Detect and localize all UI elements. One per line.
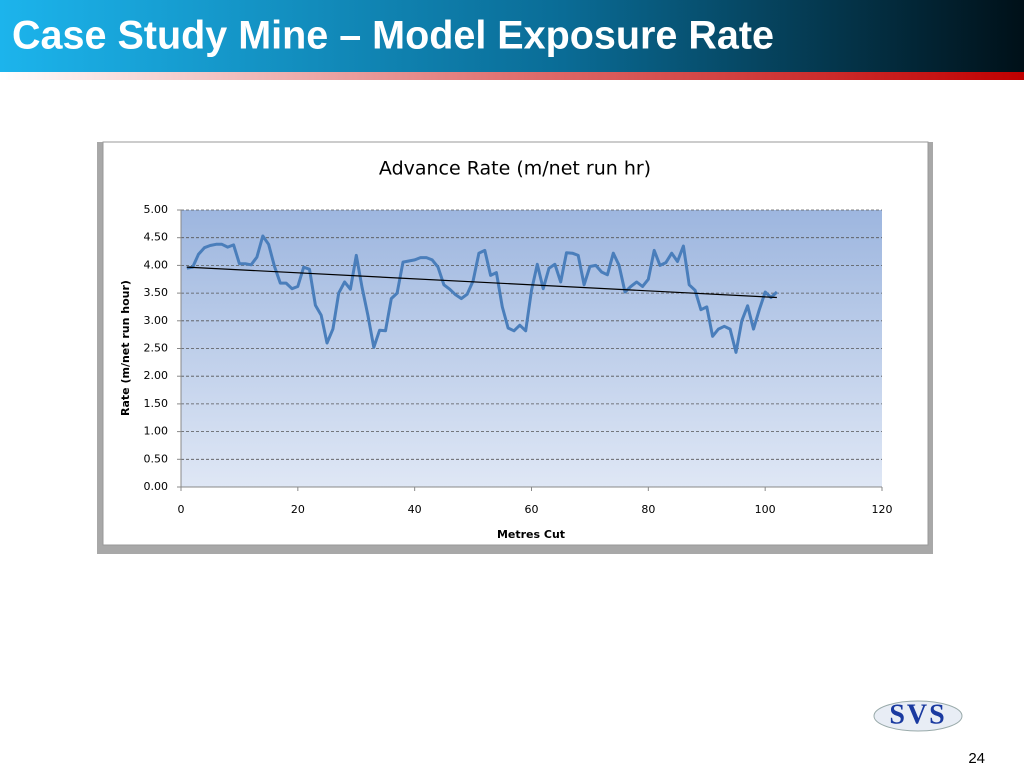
chart-title: Advance Rate (m/net run hr)	[379, 158, 651, 180]
page-number: 24	[968, 750, 985, 767]
x-tick-label: 80	[641, 503, 655, 516]
x-tick-label: 0	[178, 503, 185, 516]
y-tick-label: 1.50	[144, 397, 169, 410]
y-tick-label: 3.50	[144, 286, 169, 299]
logo-badge	[873, 700, 963, 732]
y-tick-label: 0.50	[144, 452, 169, 465]
x-tick-label: 100	[755, 503, 776, 516]
y-tick-label: 0.00	[144, 480, 169, 493]
logo-text: SVS	[889, 699, 946, 730]
y-tick-label: 3.00	[144, 314, 169, 327]
x-tick-label: 40	[408, 503, 422, 516]
y-tick-label: 1.00	[144, 425, 169, 438]
y-axis-label: Rate (m/net run hour)	[119, 280, 132, 416]
header-bar	[0, 0, 1024, 72]
y-tick-label: 2.50	[144, 342, 169, 355]
data-line	[186, 234, 778, 354]
y-tick-label: 4.50	[144, 231, 169, 244]
y-tick-label: 4.00	[144, 258, 169, 271]
slide-title: Case Study Mine – Model Exposure Rate	[12, 14, 774, 58]
x-tick-label: 20	[291, 503, 305, 516]
y-tick-label: 2.00	[144, 369, 169, 382]
logo: SVS	[873, 699, 963, 732]
x-tick-label: 120	[872, 503, 893, 516]
trend-line	[186, 266, 777, 299]
x-tick-label: 60	[525, 503, 539, 516]
header-stripe	[0, 72, 1024, 80]
x-axis-label: Metres Cut	[497, 528, 565, 541]
y-tick-label: 5.00	[144, 203, 169, 216]
